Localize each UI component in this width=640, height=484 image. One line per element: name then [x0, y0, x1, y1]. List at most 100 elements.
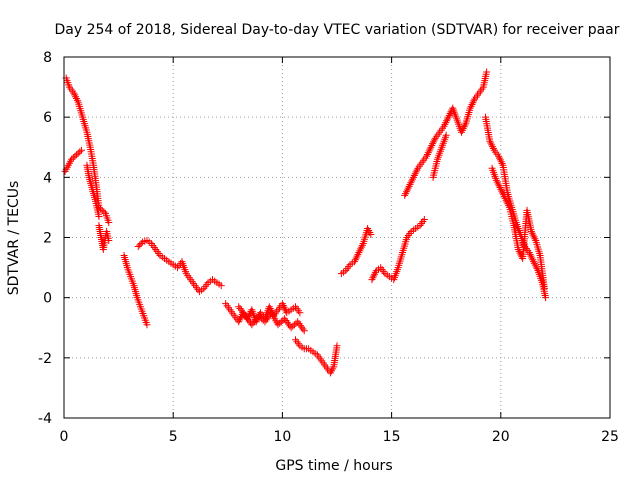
data-point	[497, 185, 505, 193]
data-point	[429, 140, 437, 148]
data-point	[489, 144, 497, 152]
data-point	[367, 230, 375, 238]
grid	[64, 57, 610, 418]
data-point	[72, 93, 80, 101]
data-point	[252, 315, 260, 323]
y-tick-label: -2	[38, 351, 52, 367]
data-point	[496, 184, 504, 192]
x-axis-label: GPS time / hours	[275, 458, 392, 474]
data-point	[529, 231, 537, 239]
data-point	[239, 308, 247, 316]
data-point	[531, 235, 539, 243]
data-point	[281, 305, 289, 313]
data-point	[356, 247, 364, 255]
data-point	[235, 318, 243, 326]
data-point	[296, 309, 304, 317]
data-point	[425, 147, 433, 155]
data-point	[357, 243, 365, 251]
data-point	[244, 315, 252, 323]
data-point	[542, 294, 550, 302]
data-point	[468, 101, 476, 109]
data-point	[497, 158, 505, 166]
data-point	[266, 304, 274, 312]
data-point	[528, 254, 536, 262]
data-point	[353, 252, 361, 260]
data-point	[411, 170, 419, 178]
data-point	[457, 128, 465, 136]
data-point	[530, 258, 538, 266]
data-point	[469, 99, 477, 107]
data-point	[430, 136, 438, 144]
y-tick-label: 0	[43, 291, 52, 307]
x-tick-label: 0	[60, 429, 69, 445]
data-point	[264, 314, 272, 322]
data-point	[240, 310, 248, 318]
data-point	[498, 187, 506, 195]
data-point	[404, 184, 412, 192]
data-point	[423, 150, 431, 158]
data-point	[403, 186, 411, 194]
data-point	[249, 319, 257, 327]
data-point	[444, 113, 452, 121]
y-tick-label: -4	[38, 411, 52, 427]
data-point	[495, 152, 503, 160]
data-point	[505, 202, 513, 210]
data-point	[137, 240, 145, 248]
data-point	[540, 285, 548, 293]
data-point	[445, 111, 453, 119]
data-point	[401, 191, 409, 199]
data-point	[499, 189, 507, 197]
data-point	[73, 151, 81, 159]
data-point	[351, 256, 359, 264]
data-point	[278, 300, 286, 308]
data-point	[461, 121, 469, 129]
chart-title: Day 254 of 2018, Sidereal Day-to-day VTE…	[54, 22, 619, 38]
data-point	[289, 322, 297, 330]
data-point	[426, 145, 434, 153]
y-tick-label: 8	[43, 50, 52, 66]
data-point	[525, 249, 533, 257]
data-point	[262, 316, 270, 324]
data-point	[236, 314, 244, 322]
data-points	[61, 68, 550, 377]
data-point	[424, 149, 432, 157]
data-point	[470, 97, 478, 105]
data-point	[409, 173, 417, 181]
data-point	[503, 198, 511, 206]
data-point	[300, 327, 308, 335]
data-point	[504, 200, 512, 208]
y-tick-label: 4	[43, 170, 52, 186]
data-point	[136, 241, 144, 249]
data-point	[408, 177, 416, 185]
data-point	[105, 218, 113, 226]
data-point	[528, 229, 536, 237]
data-point	[483, 68, 491, 76]
data-point	[492, 176, 500, 184]
data-point	[402, 190, 410, 198]
data-point	[69, 154, 77, 162]
data-point	[243, 314, 251, 322]
data-point	[68, 155, 76, 163]
data-point	[466, 104, 474, 112]
data-point	[277, 318, 285, 326]
data-point	[250, 317, 258, 325]
data-point	[441, 120, 449, 128]
data-point	[290, 321, 298, 329]
data-point	[283, 318, 291, 326]
data-point	[287, 324, 295, 332]
data-point	[105, 237, 113, 245]
x-tick-label: 25	[601, 429, 619, 445]
data-point	[486, 137, 494, 145]
data-point	[295, 320, 303, 328]
data-point	[420, 215, 428, 223]
x-tick-label: 10	[273, 429, 291, 445]
data-point	[296, 321, 304, 329]
data-point	[72, 95, 80, 103]
data-point	[285, 320, 293, 328]
data-point	[530, 233, 538, 241]
data-point	[368, 276, 376, 284]
data-point	[261, 318, 269, 326]
data-point	[529, 256, 537, 264]
